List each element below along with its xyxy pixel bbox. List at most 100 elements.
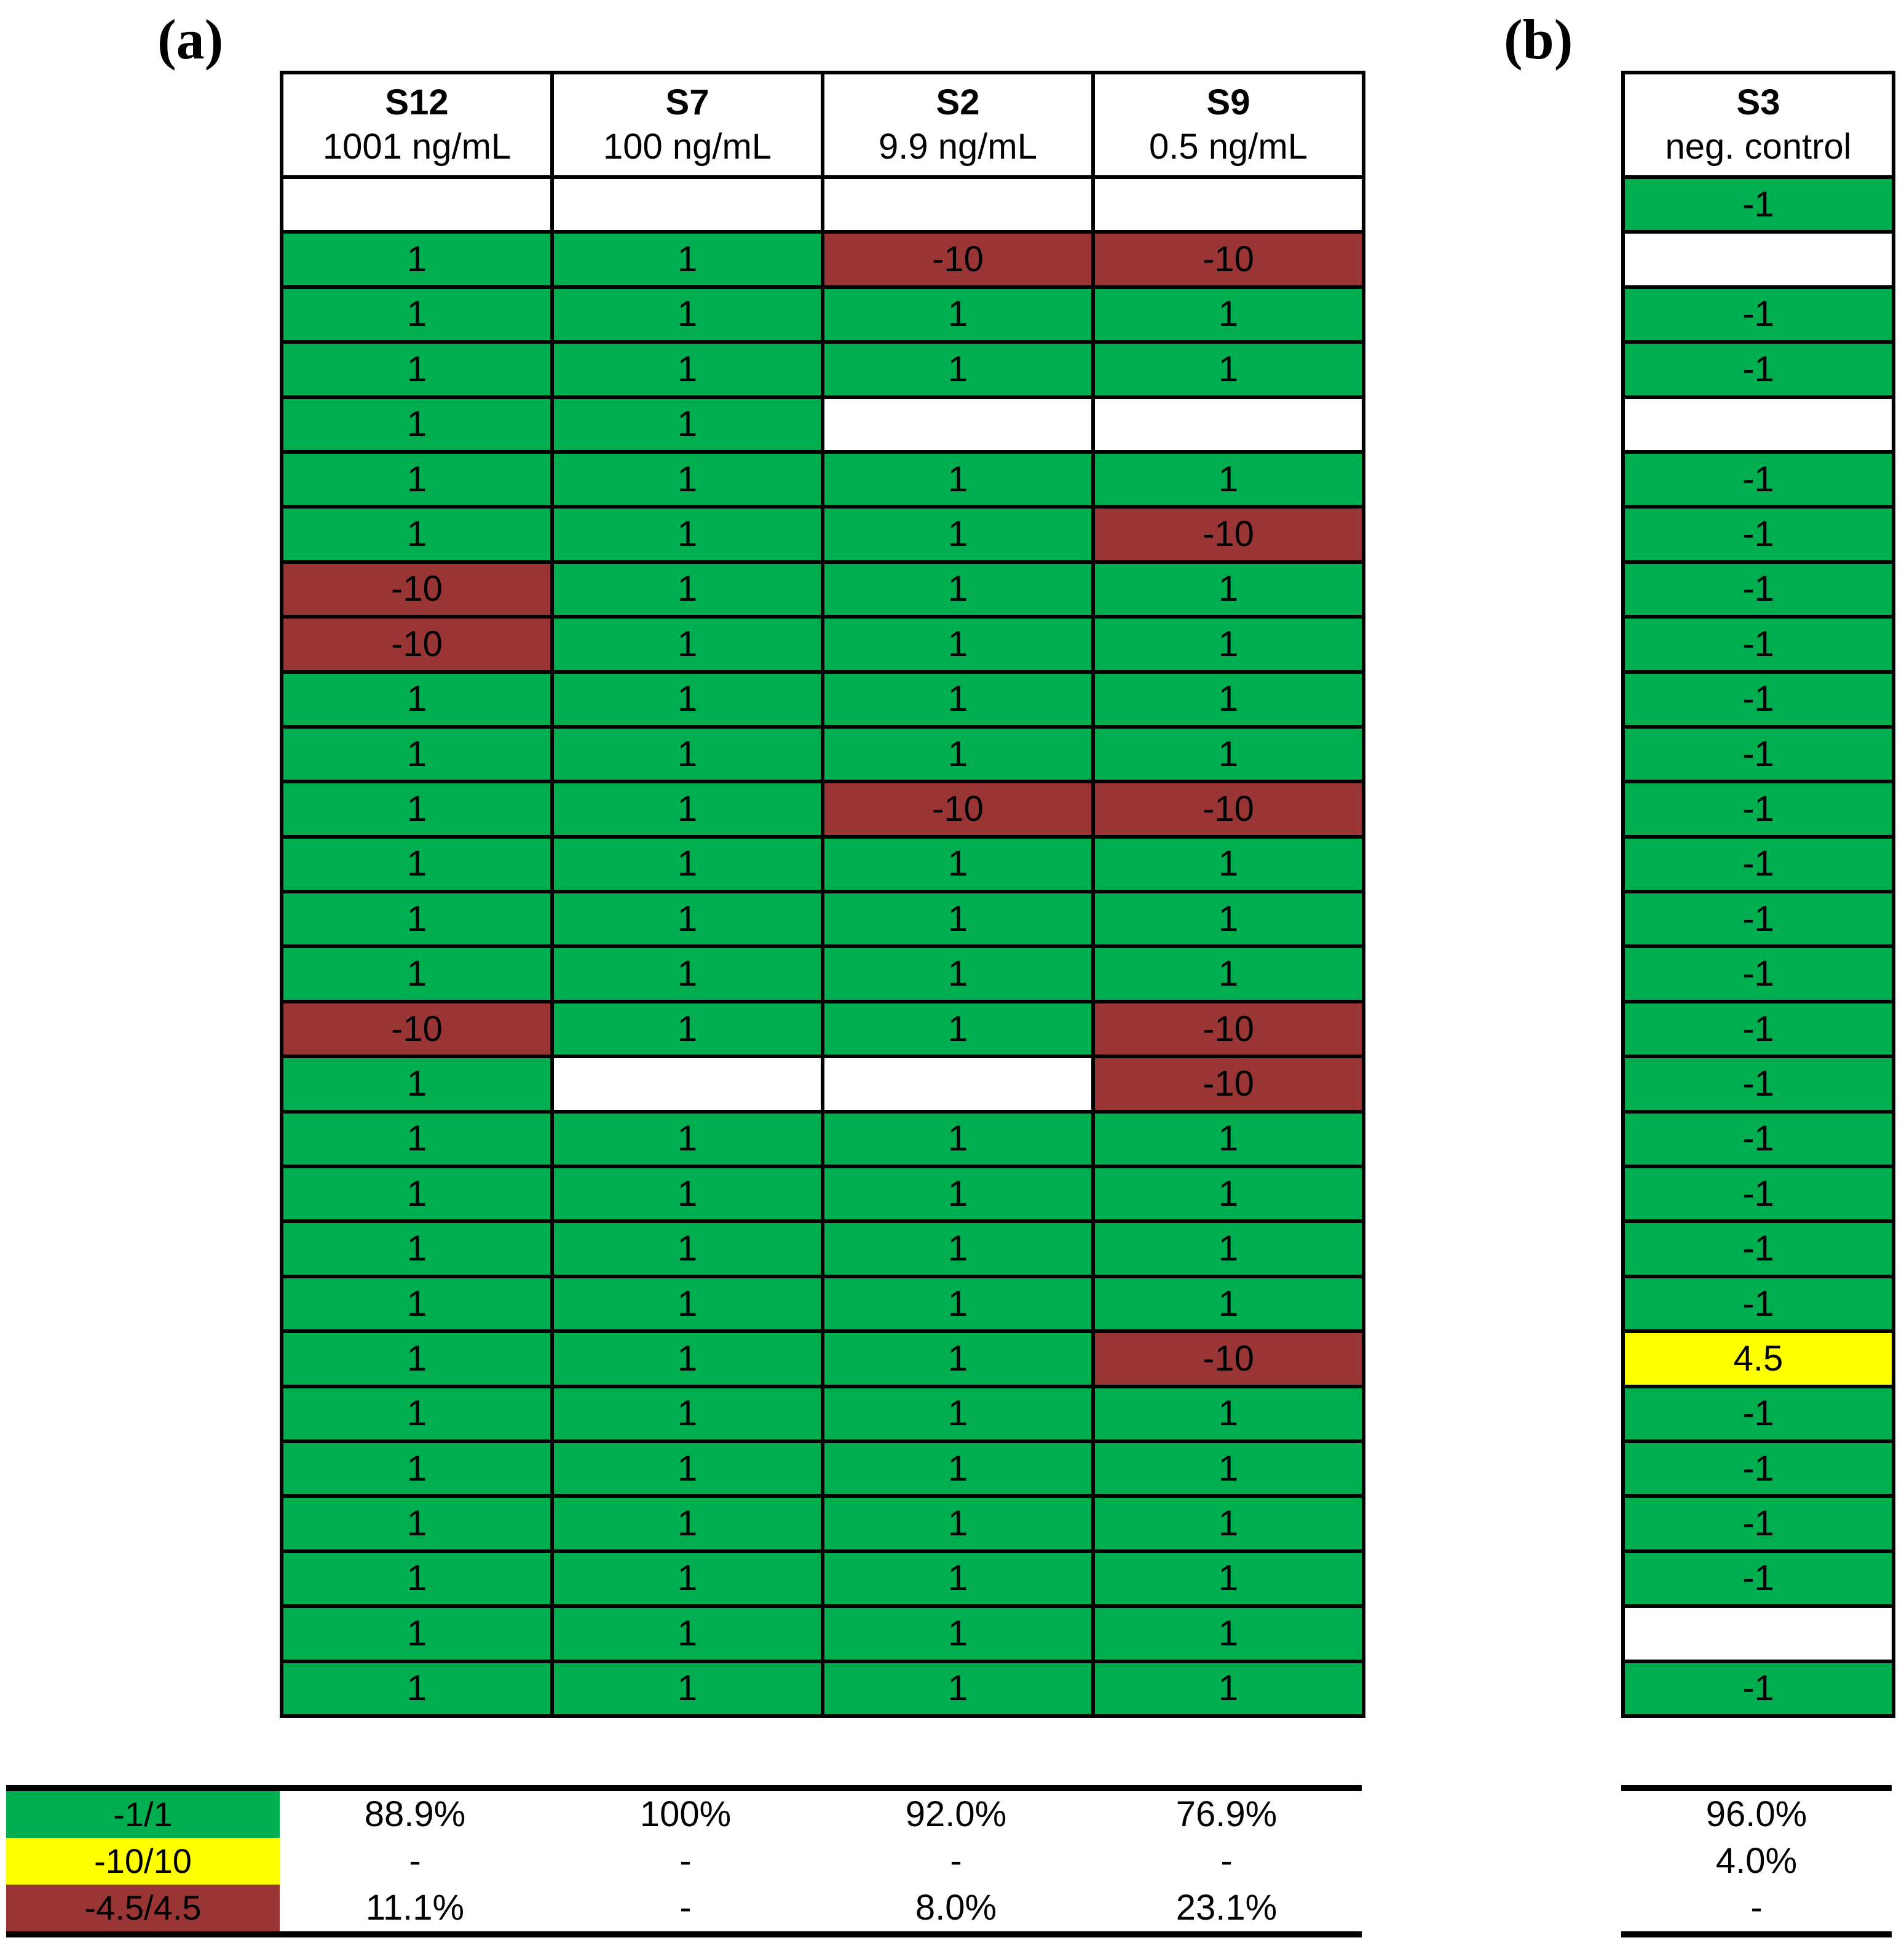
value-cell: -10 [1093,232,1364,287]
value-cell: 4.5 [1623,1331,1894,1387]
value-cell: -10 [1093,507,1364,562]
value-cell: -1 [1623,1056,1894,1112]
value-cell [552,1056,823,1112]
value-cell: 1 [552,1111,823,1167]
value-cell: 1 [282,287,552,342]
value-cell: 1 [552,1386,823,1441]
value-cell: 1 [1093,1111,1364,1167]
value-cell: 1 [823,1551,1093,1607]
value-cell [1093,397,1364,452]
column-id: S9 [1206,82,1250,122]
column-header: S12 1001 ng/mL [282,73,552,177]
value-cell: -1 [1623,1386,1894,1441]
panel-b-table: S3 neg. control -1 -1 -1 -1 -1 -1 -1 -1 -1 -1 -1 -1 -1… [1621,71,1895,1718]
value-cell: 1 [282,397,552,452]
value-cell: 1 [282,1111,552,1167]
value-cell: 1 [282,1386,552,1441]
value-cell: 1 [823,287,1093,342]
value-cell: 1 [282,1221,552,1276]
legend-swatch: -4.5/4.5 [6,1885,280,1931]
value-cell: 1 [1093,287,1364,342]
value-cell: -1 [1623,451,1894,507]
column-id: S3 [1736,82,1780,122]
column-concentration: 100 ng/mL [602,127,772,167]
value-cell: 1 [1093,1496,1364,1551]
summary-percentage: 8.0% [821,1885,1091,1931]
value-cell: -10 [1093,782,1364,837]
value-cell: 1 [282,507,552,562]
summary-percentage: - [1621,1885,1892,1931]
value-cell: 1 [282,1441,552,1497]
value-cell: 1 [1093,671,1364,727]
value-cell: 1 [552,561,823,617]
value-cell: 1 [552,232,823,287]
value-cell: 1 [1093,892,1364,947]
value-cell: 1 [823,892,1093,947]
summary-percentage: 88.9% [280,1791,550,1838]
value-cell: -1 [1623,342,1894,397]
value-cell: 1 [552,1551,823,1607]
value-cell: 1 [552,1221,823,1276]
value-cell: 1 [1093,1661,1364,1716]
value-cell: 1 [823,1111,1093,1167]
panel-b-label: (b) [1504,8,1573,71]
value-cell: -1 [1623,726,1894,782]
value-cell: 1 [823,617,1093,672]
value-cell: 1 [823,342,1093,397]
summary-percentage: 23.1% [1091,1885,1362,1931]
value-cell: 1 [552,1166,823,1222]
summary-percentage: - [1091,1838,1362,1885]
value-cell: 1 [823,946,1093,1002]
legend-swatch: -1/1 [6,1791,280,1838]
summary-percentage: - [550,1838,821,1885]
value-cell: -10 [282,561,552,617]
value-cell [823,1056,1093,1112]
value-cell [1623,397,1894,452]
value-cell: -1 [1623,671,1894,727]
value-cell: 1 [552,1606,823,1661]
panel-b-summary: 96.0% 4.0% - [1621,1785,1892,1937]
value-cell: 1 [1093,617,1364,672]
value-cell: 1 [282,232,552,287]
value-cell: 1 [1093,1386,1364,1441]
value-cell: 1 [552,287,823,342]
panel-a-summary: -1/1 88.9% 100% 92.0% 76.9% -10/10- - - - -4.5/4.… [6,1785,1362,1937]
value-cell: 1 [282,892,552,947]
column-concentration: neg. control [1665,127,1852,167]
value-cell: 1 [552,1496,823,1551]
value-cell: -1 [1623,561,1894,617]
value-cell: 1 [823,1661,1093,1716]
column-header: S9 0.5 ng/mL [1093,73,1364,177]
value-cell: 1 [823,1441,1093,1497]
column-id: S12 [385,82,449,122]
value-cell: 1 [552,782,823,837]
value-cell: 1 [552,1661,823,1716]
column-concentration: 9.9 ng/mL [879,127,1037,167]
value-cell: 1 [552,892,823,947]
value-cell: 1 [282,1166,552,1222]
column-concentration: 1001 ng/mL [322,127,512,167]
value-cell: 1 [282,836,552,892]
value-cell: -1 [1623,1276,1894,1332]
summary-percentage: 92.0% [821,1791,1091,1838]
value-cell: 1 [823,1606,1093,1661]
summary-percentage: - [821,1838,1091,1885]
summary-percentage: 11.1% [280,1885,550,1931]
column-concentration: 0.5 ng/mL [1149,127,1308,167]
value-cell: 1 [823,836,1093,892]
value-cell [1623,1606,1894,1661]
column-id: S7 [665,82,709,122]
value-cell: 1 [552,507,823,562]
column-id: S2 [936,82,980,122]
summary-percentage: - [280,1838,550,1885]
summary-percentage: 100% [550,1791,821,1838]
value-cell: 1 [552,451,823,507]
value-cell: 1 [282,726,552,782]
value-cell: -10 [823,782,1093,837]
value-cell: -1 [1623,1001,1894,1057]
value-cell: -10 [282,617,552,672]
value-cell: -1 [1623,946,1894,1002]
value-cell: 1 [552,1001,823,1057]
value-cell: 1 [1093,561,1364,617]
value-cell: 1 [282,1276,552,1332]
